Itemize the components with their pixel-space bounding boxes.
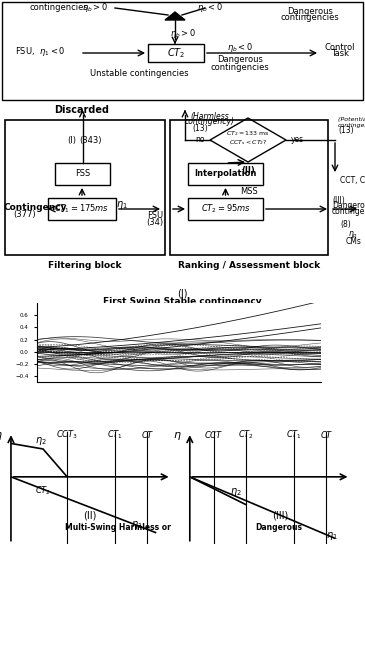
Text: yes: yes [291,136,304,145]
Text: (343): (343) [79,136,101,145]
Text: $\eta_b > 0$: $\eta_b > 0$ [82,1,108,14]
Text: $\eta_1$: $\eta_1$ [131,519,143,531]
Text: $\eta_1$: $\eta_1$ [326,530,338,542]
Text: Dangerous: Dangerous [255,523,302,533]
Text: (13): (13) [338,126,354,136]
Text: Control: Control [325,43,355,52]
Text: $CT_1$: $CT_1$ [107,429,123,441]
Text: Multi-Swing Harmless or: Multi-Swing Harmless or [65,523,171,533]
Text: $\eta_b < 0$: $\eta_b < 0$ [227,41,253,54]
Text: (II): (II) [83,510,97,520]
Text: contingencies: contingencies [281,12,339,22]
Text: (Potentially Dangerous: (Potentially Dangerous [338,117,365,122]
Text: CCT, CMs: CCT, CMs [340,176,365,185]
Text: Task: Task [331,50,349,58]
Text: contingency: contingency [332,208,365,217]
Text: MSS: MSS [240,187,258,196]
Text: $\eta$: $\eta$ [0,430,3,442]
Text: $CT_2$: $CT_2$ [35,485,51,497]
Text: $CT_2 =133$ ms: $CT_2 =133$ ms [226,130,270,138]
Text: $\eta_b < 0$: $\eta_b < 0$ [197,1,223,14]
Text: (II): (II) [241,166,255,174]
Text: $\eta_b > 0$: $\eta_b > 0$ [170,26,196,39]
Bar [2,2,363,100]
Text: $CT_1$: $CT_1$ [286,429,302,441]
Text: $CCT_3$: $CCT_3$ [56,429,78,441]
Text: contingency): contingency) [185,117,235,126]
Text: (I): (I) [177,288,187,298]
Text: Unstable contingencies: Unstable contingencies [90,69,189,79]
Text: (13): (13) [192,124,208,132]
Text: (8): (8) [340,221,351,229]
Text: FSU: FSU [147,210,163,219]
Text: Dangerous: Dangerous [287,7,333,16]
Text: (34): (34) [146,217,164,227]
Text: contingencies: contingencies [30,3,89,12]
Bar [170,120,328,255]
Text: Dangerous: Dangerous [217,56,263,64]
Text: FSS: FSS [75,170,90,179]
Text: $CCT_s < CT_2?$: $CCT_s < CT_2?$ [229,139,267,147]
Text: First Swing Stable contingency: First Swing Stable contingency [103,297,261,305]
Text: CMs: CMs [346,236,362,246]
Text: $CT_1 =175ms$: $CT_1 =175ms$ [54,203,110,215]
Text: Discarded: Discarded [54,105,110,115]
Text: no: no [196,136,205,145]
Text: FSU,  $\eta_1 < 0$: FSU, $\eta_1 < 0$ [15,45,65,58]
Text: $\eta_2$: $\eta_2$ [230,485,242,498]
Text: $CT$: $CT$ [141,429,154,440]
Text: (III): (III) [272,510,288,520]
Text: $\eta_2$: $\eta_2$ [35,436,47,447]
Text: (377): (377) [14,210,36,219]
Text: $\eta_1$: $\eta_1$ [116,199,128,211]
Bar [148,44,204,62]
Bar [188,163,263,185]
Text: $\eta$: $\eta$ [173,430,181,442]
Bar [5,120,165,255]
Text: Ranking / Assessment block: Ranking / Assessment block [178,261,320,269]
Text: Contingency: Contingency [3,204,66,212]
Text: contingencies: contingencies [211,62,269,71]
Text: Filtering block: Filtering block [48,261,122,269]
Bar [48,198,116,220]
Polygon shape [165,12,185,20]
Text: (Harmless: (Harmless [191,113,229,121]
Text: $CT_2$: $CT_2$ [167,46,185,60]
Text: $CT$: $CT$ [320,429,333,440]
Text: $CT_2 = 95ms$: $CT_2 = 95ms$ [201,203,250,215]
Bar [55,163,110,185]
Text: $\eta_p$: $\eta_p$ [348,229,358,240]
Text: contingency): contingency) [338,122,365,128]
Text: Interpolation: Interpolation [194,170,257,179]
Bar [188,198,263,220]
Text: (III): (III) [332,195,345,204]
Text: (I): (I) [68,136,77,145]
Text: $CCT$: $CCT$ [204,429,224,440]
Text: $CT_2$: $CT_2$ [238,429,254,441]
Text: Dangerous: Dangerous [332,202,365,210]
